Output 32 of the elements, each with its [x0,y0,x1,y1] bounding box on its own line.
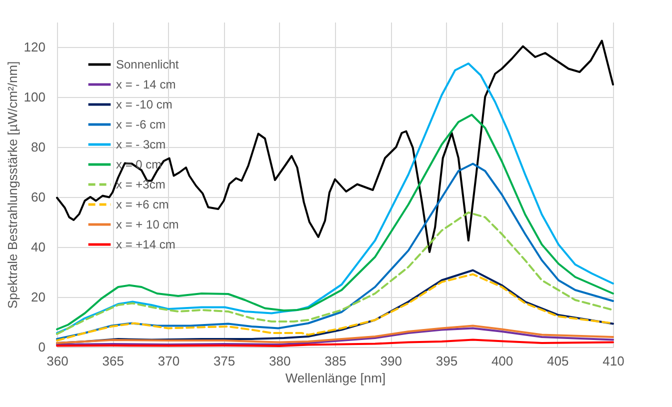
x-tick-label: 395 [436,354,458,368]
y-tick-label: 120 [24,40,46,54]
legend-label: x = +14 cm [116,238,176,252]
legend-label: x = +6 cm [116,198,169,212]
line-series [56,114,614,330]
line-series [56,40,614,253]
line-series [56,212,614,335]
x-tick-label: 400 [491,354,514,368]
y-tick-label: 100 [24,90,46,104]
legend-label: x = + 10 cm [116,218,179,232]
x-tick-label: 360 [46,354,68,368]
legend-label: x = -6 cm [116,118,166,132]
legend-label: x = - 3cm [116,138,166,152]
x-tick-label: 385 [324,354,346,368]
y-tick-label: 60 [31,190,46,204]
legend-label: x = +3cm [116,178,166,192]
x-tick-label: 390 [380,354,402,368]
y-tick-label: 0 [38,340,46,354]
x-tick-label: 410 [602,354,624,368]
x-tick-label: 375 [213,354,236,368]
y-tick-label: 20 [31,290,46,304]
x-tick-label: 365 [102,354,124,368]
x-tick-label: 380 [269,354,291,368]
legend-label: Sonnenlicht [116,58,180,72]
x-tick-label: 370 [158,354,180,368]
y-tick-label: 40 [31,240,46,254]
legend-label: x = - 14 cm [116,78,176,92]
y-axis-title: Spektrale Bestrahlungsstärke [µW/cm²/nm] [4,61,20,309]
y-tick-label: 80 [31,140,46,154]
legend-label: x = -10 cm [116,98,172,112]
x-tick-label: 405 [547,354,569,368]
x-axis-title: Wellenlänge [nm] [285,370,386,386]
